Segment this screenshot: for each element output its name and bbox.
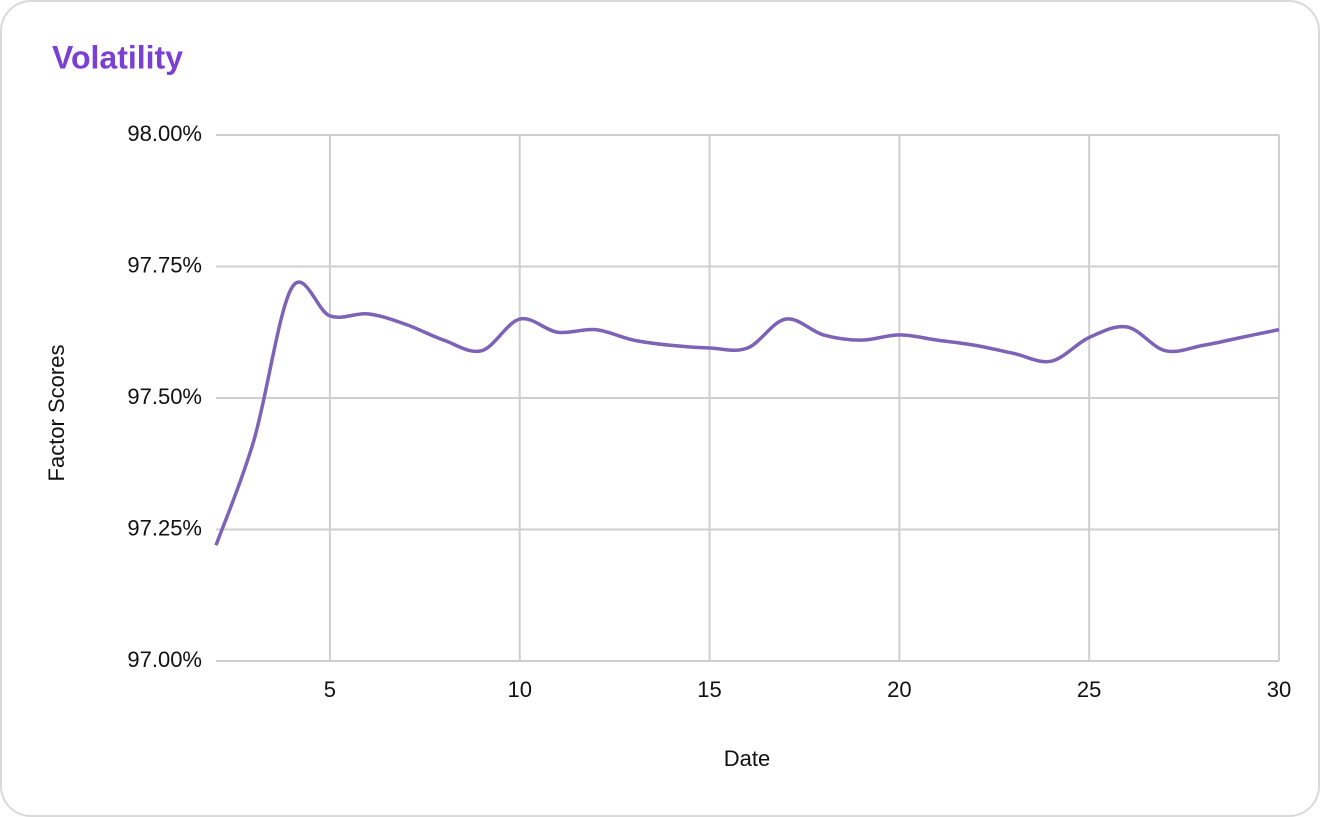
x-tick-label: 10 bbox=[507, 677, 531, 702]
x-tick-label: 20 bbox=[887, 677, 911, 702]
data-line bbox=[214, 280, 1280, 546]
y-tick-label: 97.50% bbox=[127, 384, 202, 409]
x-tick-label: 15 bbox=[697, 677, 721, 702]
y-axis-label: Factor Scores bbox=[44, 345, 69, 482]
y-tick-label: 97.00% bbox=[127, 647, 202, 672]
x-tick-label: 25 bbox=[1077, 677, 1101, 702]
chart-title: Volatility bbox=[52, 39, 183, 75]
x-axis-label: Date bbox=[724, 746, 770, 771]
x-tick-label: 30 bbox=[1267, 677, 1291, 702]
y-tick-label: 97.25% bbox=[127, 515, 202, 540]
x-tick-label: 5 bbox=[324, 677, 336, 702]
y-tick-label: 98.00% bbox=[127, 121, 202, 146]
y-tick-label: 97.75% bbox=[127, 252, 202, 277]
